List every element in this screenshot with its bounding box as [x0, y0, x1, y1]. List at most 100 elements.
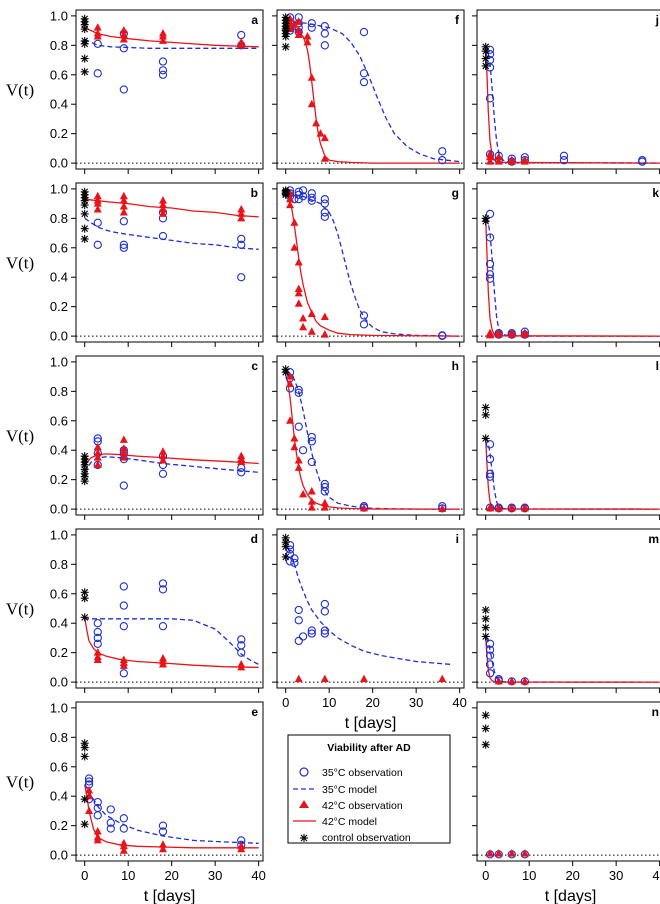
model-35-line	[84, 616, 259, 665]
obs-42-point	[119, 34, 128, 43]
obs-35-point	[320, 212, 329, 222]
obs-42-point	[158, 196, 167, 204]
obs-35-point	[320, 482, 329, 492]
panel-letter: a	[251, 13, 258, 27]
control-point	[80, 224, 89, 233]
obs-35-point	[307, 437, 316, 446]
obs-35-point	[84, 774, 94, 783]
panel-letter: e	[251, 705, 258, 719]
control-point	[80, 209, 89, 218]
panel-c: c 0.0 0.2 0.4 0.6 0.8 1.0 V(t)	[6, 354, 264, 520]
y-tick-label: 1.0	[50, 354, 68, 369]
obs-42-point	[93, 191, 102, 200]
obs-35-point	[237, 635, 246, 644]
panel-frame	[75, 9, 264, 170]
obs-35-point	[485, 440, 495, 449]
obs-35-point	[237, 273, 246, 282]
obs-35-point	[158, 57, 168, 66]
obs-42-point	[312, 118, 321, 127]
obs-35-point	[320, 195, 329, 204]
obs-35-point	[320, 29, 329, 38]
panel-frame	[276, 528, 465, 689]
y-axis-label: V(t)	[6, 254, 34, 273]
obs-42-point	[307, 327, 316, 335]
obs-35-point	[158, 469, 168, 478]
y-axis-label: V(t)	[6, 600, 34, 619]
obs-42-point	[494, 157, 503, 165]
panel-letter: m	[648, 532, 659, 546]
obs-42-point	[507, 849, 516, 857]
y-axis-label: V(t)	[6, 773, 34, 792]
obs-35-point	[285, 545, 295, 554]
obs-35-point	[237, 234, 246, 244]
obs-42-point	[316, 129, 325, 137]
obs-35-point	[320, 629, 329, 638]
obs-35-point	[294, 605, 303, 615]
obs-35-point	[158, 70, 168, 79]
legend-label-35-model: 35°C model	[322, 784, 377, 796]
y-tick-label: 0.2	[50, 299, 68, 314]
obs-35-point	[93, 797, 102, 807]
panel-letter: j	[655, 13, 659, 27]
obs-42-point	[119, 448, 128, 457]
obs-35-point	[106, 805, 115, 814]
obs-42-point	[119, 435, 128, 443]
obs-42-point	[119, 661, 128, 669]
obs-42-point	[507, 503, 516, 512]
obs-42-point	[119, 196, 128, 204]
obs-42-point	[294, 26, 303, 34]
x-tick-label: 40	[652, 868, 660, 883]
obs-42-point	[290, 20, 299, 28]
control-point	[481, 61, 490, 70]
panel-b: b 0.0 0.2 0.4 0.6 0.8 1.0 V(t)	[6, 181, 264, 347]
obs-35-point	[359, 311, 369, 320]
control-point	[481, 711, 490, 720]
obs-35-point	[359, 320, 369, 329]
control-point	[80, 743, 89, 752]
y-tick-label: 0.0	[50, 502, 68, 517]
y-tick-label: 0.6	[50, 586, 68, 601]
obs-42-point	[93, 199, 102, 207]
obs-42-point	[93, 655, 102, 664]
y-tick-label: 0.4	[50, 443, 68, 458]
legend-label-42-observation: 42°C observation	[322, 800, 403, 812]
y-tick-label: 0.8	[50, 211, 68, 226]
obs-35-point	[320, 607, 329, 616]
y-tick-label: 0.6	[50, 67, 68, 82]
obs-42-point	[520, 503, 529, 512]
model-42-line	[285, 376, 460, 510]
obs-35-point	[158, 827, 168, 836]
obs-35-point	[294, 385, 303, 395]
y-tick-label: 0.0	[50, 329, 68, 344]
obs-42-point	[290, 442, 299, 451]
obs-35-point	[359, 69, 369, 78]
y-tick-label: 0.0	[50, 848, 68, 863]
obs-42-point	[119, 26, 128, 34]
obs-42-point	[237, 205, 246, 213]
panel-a: a 0.0 0.2 0.4 0.6 0.8 1.0 V(t)	[6, 8, 264, 174]
y-tick-label: 0.4	[50, 616, 68, 631]
obs-42-point	[307, 309, 316, 318]
obs-42-point	[294, 674, 303, 683]
obs-42-point	[93, 23, 102, 31]
obs-35-point	[93, 811, 102, 820]
obs-42-point	[237, 40, 246, 49]
control-point	[481, 54, 490, 63]
panel-letter: b	[251, 186, 258, 200]
legend-label-35-observation: 35°C observation	[322, 767, 403, 779]
legend-marker-star	[300, 834, 308, 842]
obs-42-point	[119, 841, 128, 850]
obs-35-point	[119, 601, 128, 610]
panel-frame	[476, 355, 660, 516]
obs-35-point	[307, 193, 316, 202]
obs-35-point	[485, 274, 495, 283]
obs-42-point	[294, 17, 303, 25]
model-42-line	[84, 453, 259, 466]
control-point	[481, 740, 490, 749]
obs-35-point	[485, 472, 495, 481]
panel-frame	[75, 528, 264, 689]
obs-42-point	[486, 503, 495, 512]
panel-frame	[476, 701, 660, 862]
obs-35-point	[158, 231, 168, 241]
panel-letter: g	[452, 186, 459, 200]
